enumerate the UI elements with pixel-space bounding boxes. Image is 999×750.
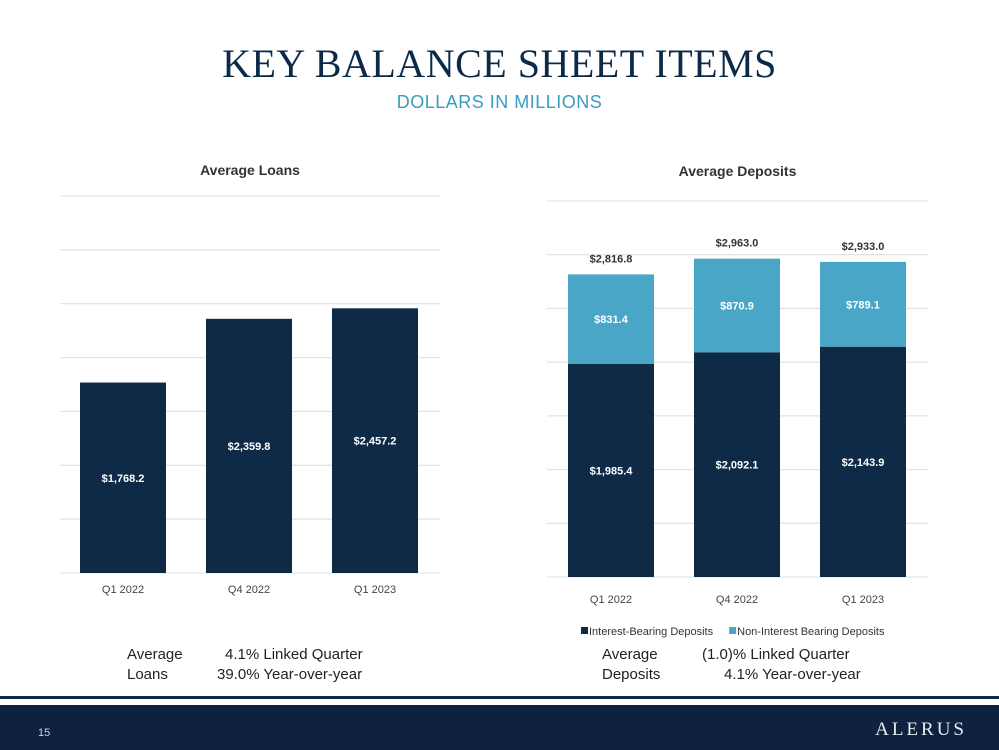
bar-segment	[820, 346, 906, 577]
legend-label: Non-Interest Bearing Deposits	[737, 626, 885, 638]
bar-segment	[694, 258, 780, 353]
x-tick-label: Q1 2022	[590, 594, 632, 606]
footer-divider	[0, 696, 999, 699]
loans-stats-label-2: Loans	[127, 666, 168, 683]
data-label: $2,457.2	[354, 436, 397, 448]
loans-stats: Average 4.1% Linked Quarter Loans 39.0% …	[127, 645, 363, 685]
deposits-stats-year-over-year: 4.1% Year-over-year	[724, 666, 861, 683]
loans-stats-linked-quarter: 4.1% Linked Quarter	[225, 646, 363, 663]
legend-swatch	[729, 627, 737, 634]
x-tick-label: Q1 2023	[842, 594, 884, 606]
deposits-stats-label-1: Average	[602, 646, 658, 663]
data-label: $870.9	[720, 300, 754, 312]
total-label: $2,933.0	[842, 241, 885, 253]
chart-title: Average Loans	[200, 162, 300, 178]
alerus-logo: ALERUS	[875, 719, 967, 740]
data-label: $789.1	[846, 299, 880, 311]
total-label: $2,963.0	[716, 238, 759, 250]
data-label: $2,143.9	[842, 457, 885, 469]
footer-bar: 15 ALERUS	[0, 705, 999, 750]
legend-label: Interest-Bearing Deposits	[589, 626, 714, 638]
bar	[332, 308, 418, 573]
average-loans-chart: Average Loans Q1 2022 Q4 2022 Q1 2023 $1,768…	[60, 162, 440, 596]
data-label: $2,359.8	[228, 441, 271, 453]
bar-segment	[568, 363, 654, 577]
data-label: $1,985.4	[590, 465, 634, 477]
deposits-stats: Average (1.0)% Linked Quarter Deposits 4…	[602, 645, 861, 685]
data-label: $1,768.2	[102, 473, 145, 485]
deposits-stats-label-2: Deposits	[602, 666, 661, 683]
bar	[80, 382, 166, 573]
loans-stats-year-over-year: 39.0% Year-over-year	[217, 666, 363, 683]
total-label: $2,816.8	[590, 253, 633, 265]
data-label: $831.4	[594, 314, 629, 326]
bar	[206, 318, 292, 573]
bar-segment	[694, 352, 780, 577]
loans-stats-label-1: Average	[127, 646, 183, 663]
bar-segment	[568, 274, 654, 364]
page-subtitle: DOLLARS IN MILLIONS	[396, 92, 603, 112]
legend-swatch	[581, 627, 588, 634]
data-label: $2,092.1	[716, 460, 759, 472]
x-tick-label: Q1 2023	[354, 584, 396, 596]
bar-segment	[820, 261, 906, 347]
page-number: 15	[38, 727, 51, 739]
deposits-stats-linked-quarter: (1.0)% Linked Quarter	[702, 646, 850, 663]
x-tick-label: Q4 2022	[228, 584, 270, 596]
x-tick-label: Q4 2022	[716, 594, 758, 606]
page-title: KEY BALANCE SHEET ITEMS	[222, 41, 777, 86]
x-tick-label: Q1 2022	[102, 584, 144, 596]
chart-title: Average Deposits	[679, 163, 797, 179]
average-deposits-chart: Average Deposits Q1 2022 Q4 2022 Q1 2023 $1,…	[547, 163, 928, 638]
